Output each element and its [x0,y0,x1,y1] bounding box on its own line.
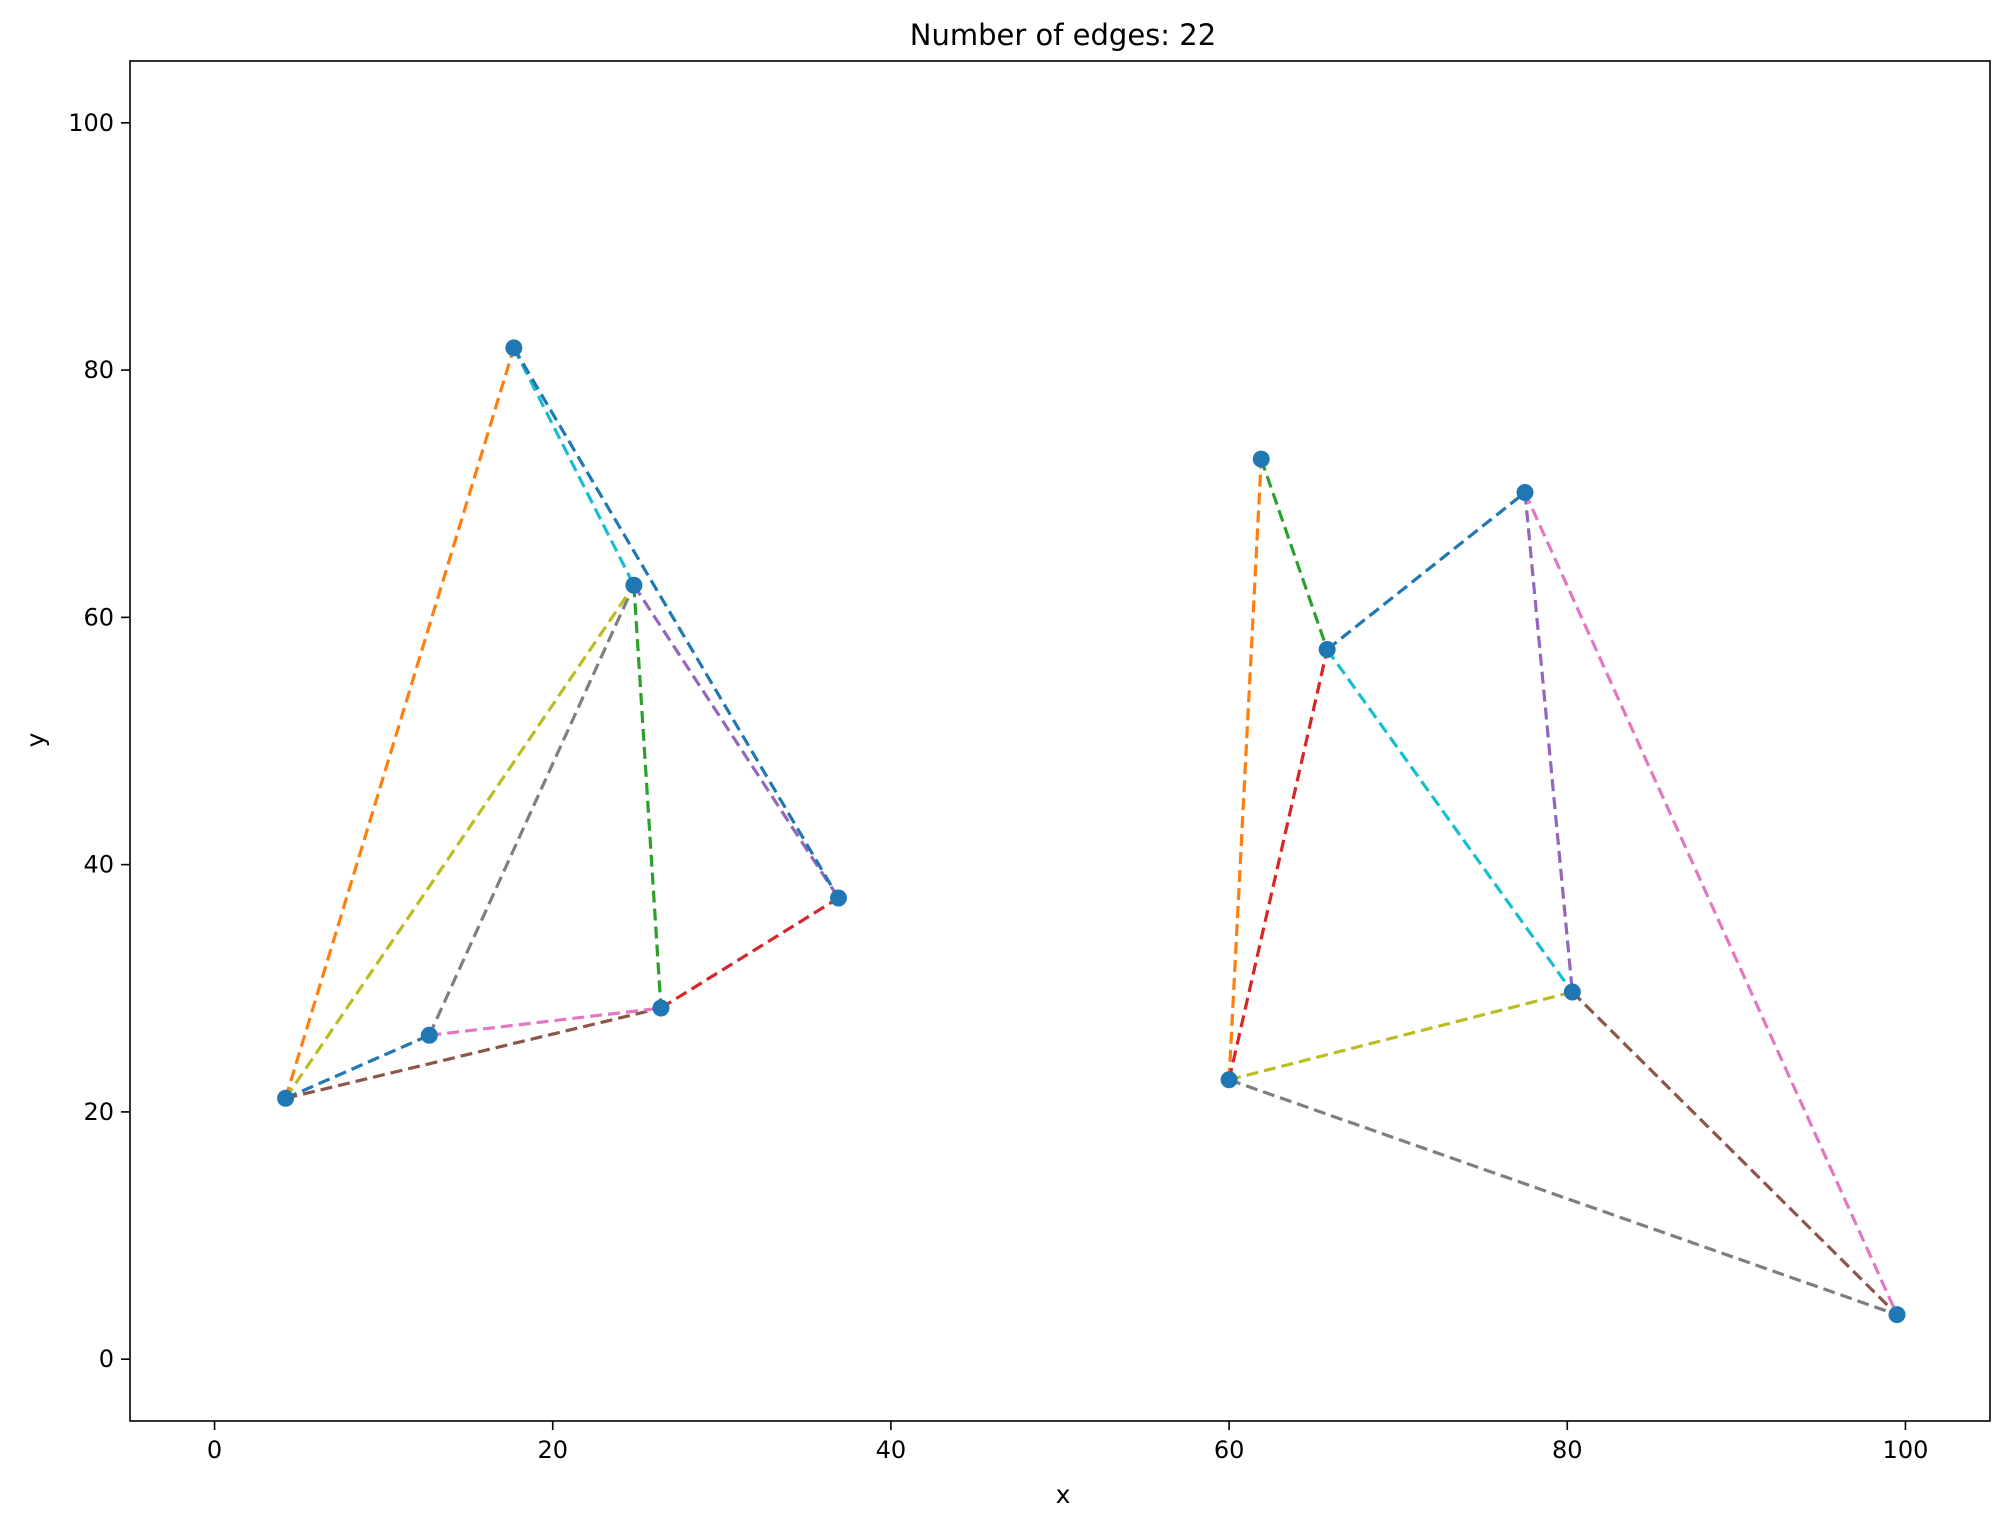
y-tick-label-2: 40 [83,851,114,879]
points-layer [277,339,1906,1324]
edge-line-16 [1571,990,1899,1316]
y-axis-label: y [21,732,50,747]
data-point-7 [1252,450,1270,468]
data-point-11 [1888,1306,1906,1324]
edge-line-13 [1259,458,1329,651]
edge-line-4 [632,584,840,899]
data-point-1 [420,1026,438,1044]
x-tick-label-2: 40 [876,1436,907,1464]
edge-line-2 [632,585,663,1009]
edges-layer [284,347,1899,1317]
edge-line-14 [1227,649,1329,1081]
data-point-5 [829,889,847,907]
y-tick-label-4: 80 [83,356,114,384]
data-point-0 [277,1089,295,1107]
y-tick-label-0: 0 [99,1345,114,1373]
edge-line-19 [1228,990,1573,1082]
edge-line-8 [284,584,636,1100]
plot-frame [129,60,1991,1422]
x-tick-label-1: 20 [537,1436,568,1464]
edge-line-11 [1326,491,1526,651]
edge-line-10 [512,347,840,899]
data-point-3 [625,576,643,594]
data-point-8 [1318,641,1336,659]
edge-line-0 [284,1033,430,1100]
edge-line-9 [512,347,636,586]
y-tick-label-5: 100 [68,109,114,137]
y-tick-label-1: 20 [83,1098,114,1126]
y-axis-ticks: 0 20 40 60 80 100 [68,109,130,1373]
y-tick-label-3: 60 [83,603,114,631]
x-axis-label: x [1056,1480,1071,1509]
data-point-10 [1563,983,1581,1001]
edge-line-15 [1523,492,1574,993]
edge-line-12 [1227,459,1263,1080]
chart-title: Number of edges: 22 [910,18,1216,52]
data-point-2 [505,339,523,357]
edge-line-18 [1228,1078,1898,1317]
edge-line-7 [427,584,636,1036]
edge-line-20 [1325,648,1574,993]
data-point-9 [1516,483,1534,501]
data-point-6 [1220,1071,1238,1089]
x-tick-label-4: 80 [1552,1436,1583,1464]
edge-line-17 [1523,491,1899,1316]
x-axis-ticks: 0 20 40 60 80 100 [207,1421,1928,1464]
data-point-4 [652,999,670,1017]
edge-line-5 [285,1006,662,1100]
x-tick-label-5: 100 [1883,1436,1929,1464]
edge-line-6 [429,1006,662,1037]
x-tick-label-3: 60 [1214,1436,1245,1464]
x-tick-label-0: 0 [207,1436,222,1464]
edge-line-1 [284,347,516,1099]
